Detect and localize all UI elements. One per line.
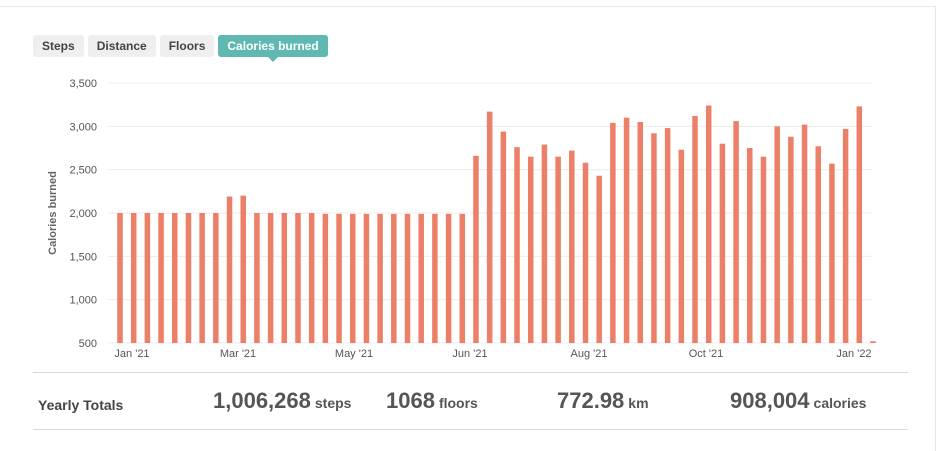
bar — [158, 213, 164, 343]
y-tick-label: 2,000 — [69, 208, 97, 220]
bar — [199, 213, 205, 343]
calories-total-value: 908,004 — [730, 388, 810, 413]
bar — [295, 213, 301, 343]
tab-steps[interactable]: Steps — [33, 35, 84, 57]
calories-total-unit: calories — [813, 395, 867, 411]
bar — [254, 213, 260, 343]
steps-total-value: 1,006,268 — [213, 388, 311, 413]
bar — [418, 213, 424, 343]
bar — [308, 213, 315, 343]
bar — [213, 213, 219, 343]
yearly-totals: Yearly Totals 1,006,268 steps 1068 floors … — [33, 380, 908, 428]
calories-bar-chart: 500 1,000 1,500 2,000 2,500 3,000 3,500 Calorie… — [47, 78, 876, 360]
x-tick-label: Jan '21 — [114, 348, 149, 360]
bar — [486, 111, 493, 343]
bar — [322, 213, 329, 343]
floors-total-unit: floors — [438, 395, 478, 411]
bar — [870, 341, 876, 343]
y-tick-label: 3,500 — [69, 78, 97, 90]
bar — [815, 146, 821, 343]
bar — [172, 213, 178, 343]
bar — [774, 126, 780, 343]
bar — [226, 196, 233, 343]
x-tick-label: May '21 — [335, 348, 373, 360]
y-tick-label: 3,000 — [69, 121, 97, 133]
bar — [349, 213, 356, 343]
floors-total-value: 1068 — [386, 388, 435, 413]
totals-label: Yearly Totals — [38, 397, 124, 413]
bar — [185, 213, 192, 343]
bar — [336, 213, 342, 343]
bar — [801, 124, 808, 343]
distance-total: 772.98 km — [557, 388, 649, 414]
bar — [596, 175, 602, 343]
bar — [473, 155, 479, 343]
bar — [678, 149, 685, 343]
bar — [705, 105, 712, 344]
distance-total-unit: km — [628, 395, 649, 411]
x-tick-label: Jun '21 — [452, 348, 487, 360]
bar — [856, 106, 863, 344]
bar — [637, 122, 644, 343]
bar — [527, 156, 534, 343]
x-tick-label: Jan '22 — [836, 348, 871, 360]
bar — [144, 213, 151, 343]
bar — [391, 213, 397, 343]
x-tick-label: Mar '21 — [220, 348, 256, 360]
bar — [404, 213, 411, 343]
x-tick-label: Oct '21 — [689, 348, 724, 360]
y-tick-label: 1,000 — [69, 295, 97, 307]
totals-bottom-divider — [33, 429, 908, 430]
chart-card — [0, 6, 936, 451]
bar — [610, 122, 616, 343]
bar — [130, 213, 137, 343]
bar — [692, 115, 698, 343]
bar — [760, 156, 767, 343]
bar — [541, 144, 548, 343]
bar — [117, 213, 123, 343]
bar — [651, 133, 657, 343]
bar — [582, 162, 589, 343]
distance-total-value: 772.98 — [557, 388, 625, 413]
y-tick-label: 2,500 — [69, 165, 97, 177]
bar — [719, 143, 726, 343]
bar — [842, 128, 849, 343]
bar — [281, 213, 288, 343]
x-tick-label: Aug '21 — [571, 348, 608, 360]
bar — [459, 213, 466, 343]
y-tick-label: 1,500 — [69, 251, 97, 263]
floors-total: 1068 floors — [386, 388, 478, 414]
bar — [240, 195, 246, 343]
bar — [363, 213, 370, 343]
bar — [267, 213, 274, 343]
bar — [829, 163, 835, 343]
bar — [569, 150, 575, 343]
bar — [555, 156, 561, 343]
metric-tabs: Steps Distance Floors Calories burned — [33, 35, 328, 62]
bar — [377, 213, 383, 343]
y-tick-label: 500 — [79, 338, 97, 350]
tab-calories-burned[interactable]: Calories burned — [218, 35, 328, 62]
steps-total: 1,006,268 steps — [213, 388, 351, 414]
steps-total-unit: steps — [314, 395, 352, 411]
bar — [747, 148, 753, 343]
tab-floors[interactable]: Floors — [159, 35, 215, 57]
tab-distance[interactable]: Distance — [87, 35, 156, 57]
bar — [514, 147, 520, 343]
calories-total: 908,004 calories — [730, 388, 866, 414]
totals-top-divider — [33, 372, 908, 373]
bar — [733, 121, 739, 343]
bar — [500, 131, 507, 343]
bar — [788, 136, 794, 343]
y-axis-label: Calories burned — [47, 171, 59, 255]
bar — [664, 128, 671, 343]
bar — [432, 213, 438, 343]
bar — [623, 117, 630, 344]
bar — [445, 213, 452, 343]
